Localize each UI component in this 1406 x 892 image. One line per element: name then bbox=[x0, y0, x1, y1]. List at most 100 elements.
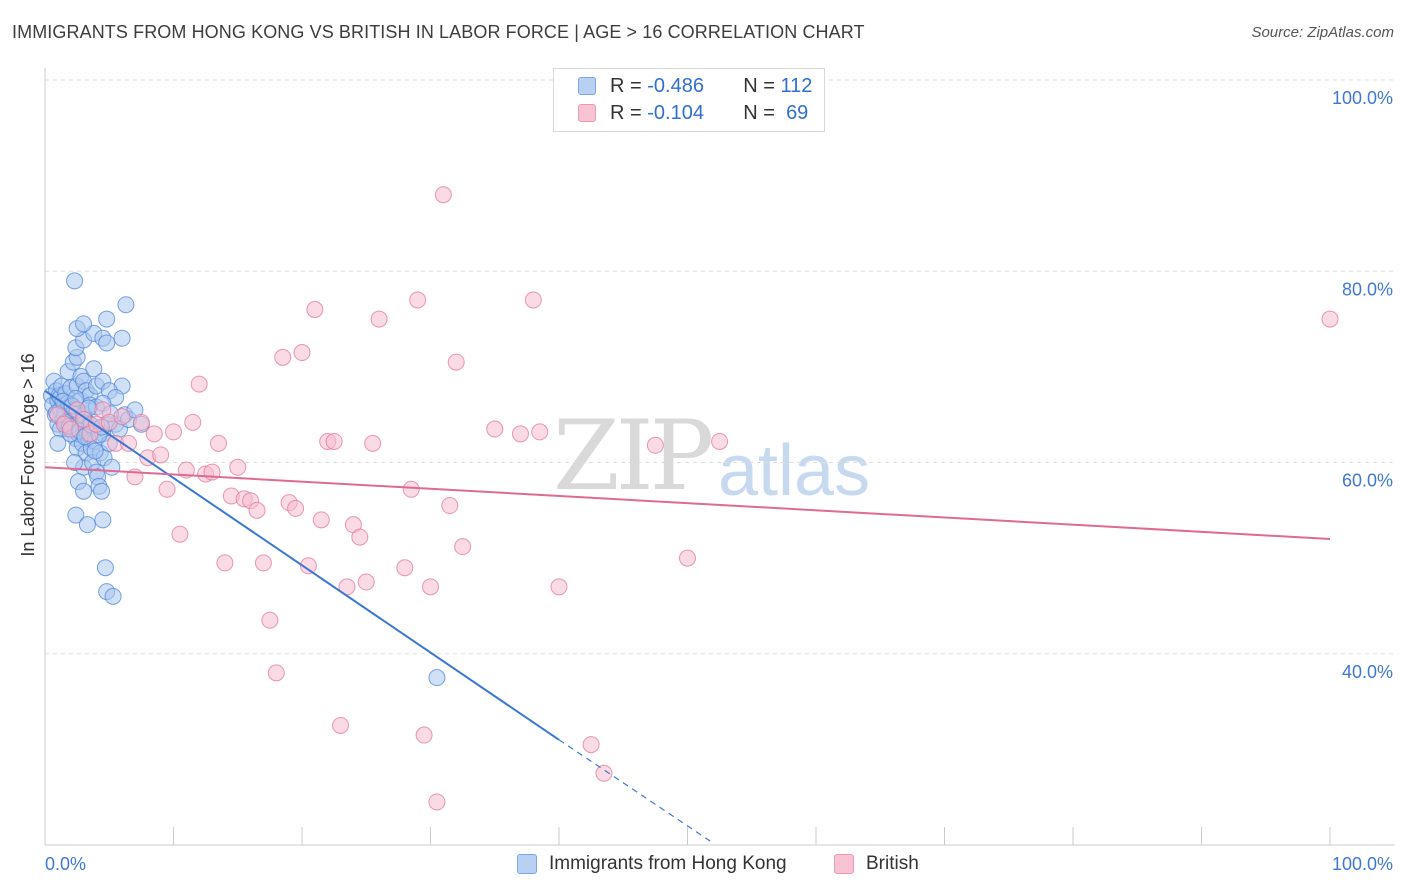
legend-swatch-blue bbox=[578, 77, 596, 95]
point-hongkong bbox=[113, 329, 131, 347]
point-hongkong bbox=[66, 272, 84, 290]
point-british bbox=[428, 793, 446, 811]
legend-n-value: 112 bbox=[780, 74, 813, 97]
point-hongkong bbox=[75, 315, 93, 333]
point-british bbox=[364, 434, 382, 452]
point-british bbox=[447, 353, 465, 371]
point-british bbox=[209, 434, 227, 452]
y-axis-label: In Labor Force | Age > 16 bbox=[18, 353, 38, 556]
point-hongkong bbox=[104, 587, 122, 605]
point-british bbox=[229, 458, 247, 476]
watermark-zip: ZIP bbox=[553, 400, 714, 512]
point-british bbox=[511, 425, 529, 443]
point-british bbox=[441, 497, 459, 515]
axes bbox=[44, 68, 1395, 846]
point-hongkong bbox=[86, 442, 104, 460]
point-british bbox=[402, 480, 420, 498]
point-british bbox=[679, 549, 696, 567]
y-tick-label: 80.0% bbox=[1342, 279, 1393, 299]
point-british bbox=[152, 446, 170, 464]
point-british bbox=[454, 538, 472, 556]
point-british bbox=[248, 501, 266, 519]
legend-r-label: R = bbox=[610, 74, 642, 97]
point-hongkong bbox=[94, 511, 112, 529]
point-hongkong bbox=[428, 669, 446, 687]
point-hongkong bbox=[98, 310, 116, 328]
trend-lines bbox=[44, 389, 1331, 844]
point-hongkong bbox=[103, 458, 121, 476]
legend-r-value: -0.104 bbox=[647, 101, 704, 124]
point-british bbox=[422, 578, 439, 596]
point-hongkong bbox=[67, 506, 85, 524]
point-british bbox=[351, 528, 369, 546]
legend-row-british: R = -0.104 N = 69 bbox=[578, 100, 808, 126]
point-british bbox=[646, 436, 664, 454]
point-british bbox=[267, 664, 285, 682]
source-label: Source: ZipAtlas.com bbox=[1251, 24, 1394, 41]
x-tick-label: 0.0% bbox=[45, 854, 86, 874]
trend-line-hongkong bbox=[44, 389, 560, 741]
series-legend-hongkong[interactable]: Immigrants from Hong Kong bbox=[517, 852, 787, 876]
point-british bbox=[287, 499, 305, 517]
point-british bbox=[582, 736, 600, 754]
point-british bbox=[158, 480, 176, 498]
legend-n-label: N = bbox=[743, 74, 775, 97]
trend-line-british bbox=[44, 466, 1331, 540]
series-legend-british[interactable]: British bbox=[834, 852, 919, 876]
point-hongkong bbox=[78, 516, 96, 534]
tick-labels: 40.0% 60.0% 80.0% 100.0% 0.0% 100.0% bbox=[45, 88, 1393, 874]
series-name-british: British bbox=[866, 853, 919, 874]
point-british bbox=[711, 432, 729, 450]
point-british bbox=[550, 578, 568, 596]
point-british bbox=[132, 413, 150, 431]
point-british bbox=[293, 344, 311, 362]
point-british bbox=[370, 310, 388, 328]
point-british bbox=[434, 186, 452, 204]
point-hongkong bbox=[93, 482, 111, 500]
series-name-hongkong: Immigrants from Hong Kong bbox=[549, 853, 787, 874]
point-british bbox=[415, 726, 433, 744]
point-british bbox=[332, 716, 350, 734]
series-british-points bbox=[49, 186, 1339, 811]
series-swatch-blue bbox=[517, 854, 537, 874]
point-british bbox=[171, 525, 189, 543]
point-british bbox=[216, 554, 234, 572]
point-british bbox=[113, 408, 131, 426]
legend-n-label: N = bbox=[743, 101, 775, 124]
point-british bbox=[312, 511, 330, 529]
point-british bbox=[274, 348, 292, 366]
point-british bbox=[120, 434, 138, 452]
point-hongkong bbox=[96, 559, 114, 577]
legend-n-value: 69 bbox=[786, 101, 809, 124]
point-hongkong bbox=[98, 334, 116, 352]
series-swatch-pink bbox=[834, 854, 854, 874]
chart-title: IMMIGRANTS FROM HONG KONG VS BRITISH IN … bbox=[12, 22, 865, 42]
point-hongkong bbox=[49, 434, 67, 452]
point-hongkong bbox=[117, 296, 135, 314]
y-tick-label: 100.0% bbox=[1332, 88, 1393, 108]
legend-r-label: R = bbox=[610, 101, 642, 124]
point-hongkong bbox=[75, 482, 93, 500]
point-british bbox=[595, 764, 613, 782]
point-british bbox=[190, 375, 208, 393]
legend-swatch-pink bbox=[578, 104, 596, 122]
point-british bbox=[357, 573, 375, 591]
point-british bbox=[409, 291, 427, 309]
point-british bbox=[165, 423, 182, 441]
point-british bbox=[299, 557, 317, 575]
point-british bbox=[531, 423, 549, 441]
point-british bbox=[325, 432, 343, 450]
point-british bbox=[306, 301, 324, 318]
point-hongkong bbox=[85, 360, 103, 378]
point-british bbox=[486, 420, 504, 438]
point-british bbox=[62, 420, 80, 438]
point-british bbox=[524, 291, 542, 309]
trend-line-hongkong-extension bbox=[558, 739, 714, 844]
point-british bbox=[396, 559, 414, 577]
y-tick-label: 40.0% bbox=[1342, 662, 1393, 682]
y-tick-label: 60.0% bbox=[1342, 471, 1393, 491]
point-british bbox=[261, 611, 279, 629]
point-british bbox=[1321, 310, 1339, 328]
x-tick-label: 100.0% bbox=[1332, 854, 1393, 874]
